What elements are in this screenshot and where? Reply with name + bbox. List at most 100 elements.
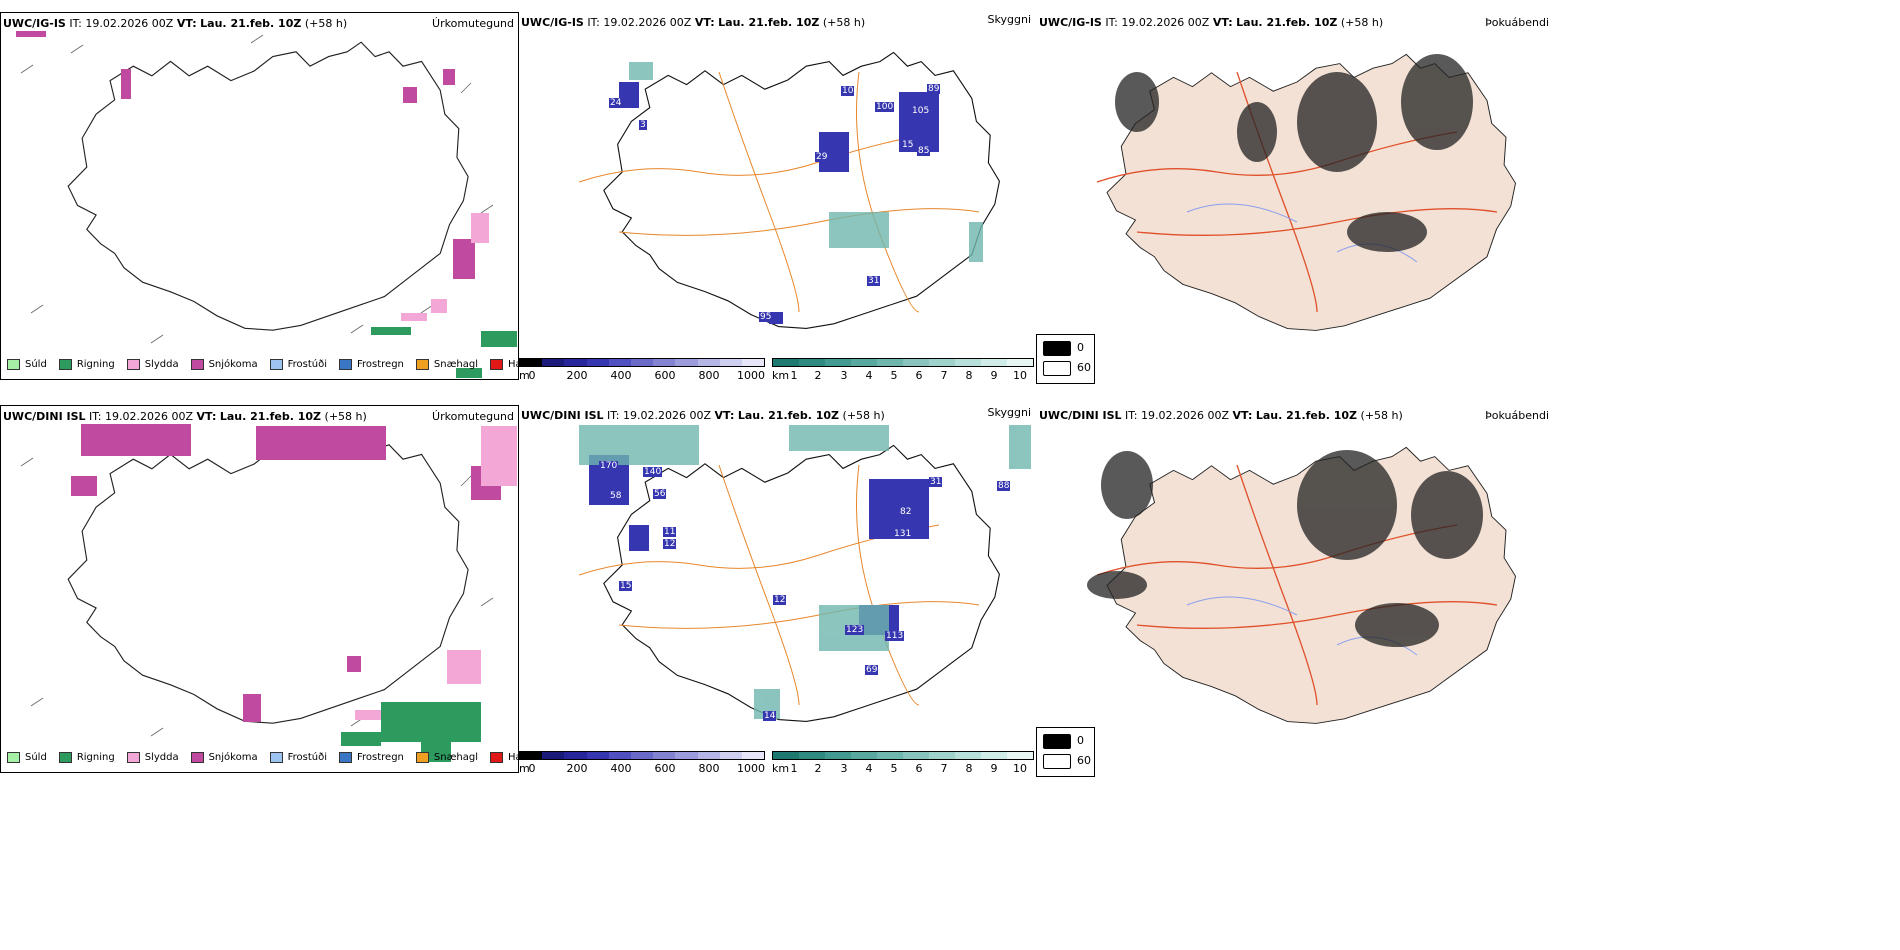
fog-key-swatch [1043, 341, 1071, 356]
legend-label: Snæhagl [433, 359, 479, 370]
station-value: 56 [653, 489, 667, 499]
cbar-tick: 200 [566, 762, 588, 775]
cbar-swatch [903, 359, 929, 366]
model-name: UWC/DINI ISL [521, 409, 604, 422]
legend-item: Frostúði [269, 359, 327, 370]
station-value: 3 [639, 120, 647, 130]
station-value: 88 [997, 481, 1011, 491]
legend-item: Snæhagl [415, 752, 479, 763]
fog-key-swatch [1043, 734, 1071, 749]
cbar-swatch [877, 752, 903, 759]
legend-label: Slydda [144, 359, 179, 370]
it-label: IT: [607, 409, 620, 422]
panel-header: UWC/DINI ISL IT: 19.02.2026 00Z VT: Lau.… [3, 410, 367, 423]
snow-patches [16, 31, 475, 279]
cbar-tick: 3 [840, 369, 848, 382]
panel-header: UWC/IG-IS IT: 19.02.2026 00Z VT: Lau. 21… [3, 17, 347, 30]
legend-swatch [269, 359, 283, 370]
vt-value: Lau. 21.feb. 10Z [1255, 409, 1358, 422]
legend-item: Frostúði [269, 752, 327, 763]
cbar-tick: 800 [698, 762, 720, 775]
vt-label: VT: [694, 16, 715, 29]
cbar-tick: 10 [1013, 369, 1027, 382]
cbar-tick: 1 [790, 369, 798, 382]
station-value: 95 [759, 312, 773, 322]
legend-swatch [339, 359, 352, 370]
fog-key-row1: 0 60 [1036, 334, 1095, 384]
wind-barbs [20, 457, 494, 737]
legend-swatch [190, 752, 204, 763]
it-value: 19.02.2026 00Z [603, 16, 692, 29]
model-name: UWC/IG-IS [521, 16, 584, 29]
cbar-swatch [630, 359, 654, 366]
legend-label: Frostregn [357, 359, 404, 370]
cloud-base-colorbar: m 0 200 400 600 800 1000 [519, 358, 765, 382]
legend-label: Frostúði [287, 359, 327, 370]
station-value: 131 [893, 529, 913, 539]
legend-label: Rigning [76, 359, 115, 370]
panel-header: UWC/DINI ISL IT: 19.02.2026 00Z VT: Lau.… [521, 409, 885, 422]
fog-key-label: 0 [1077, 734, 1084, 747]
model-name: UWC/IG-IS [3, 17, 66, 30]
cbar-swatch [799, 359, 825, 366]
cbar-swatch [653, 752, 676, 759]
panel-title-fog: Þokuábendi [1485, 16, 1549, 29]
station-value: 69 [865, 665, 879, 675]
lead-time: (+58 h) [1360, 409, 1403, 422]
precip-legend: Súld Rigning Slydda Snjókoma Frostúði Fr… [7, 752, 540, 763]
cbar-tick: 0 [528, 762, 536, 775]
cbar-tick: 8 [965, 762, 973, 775]
it-label: IT: [1125, 409, 1138, 422]
cbar-tick: 2 [814, 762, 822, 775]
legend-item: Rigning [58, 752, 115, 763]
it-label: IT: [1105, 16, 1118, 29]
cloud-base-ticks: m 0 200 400 600 800 1000 [519, 760, 765, 775]
cbar-tick: 400 [610, 762, 632, 775]
cbar-swatch [1007, 752, 1033, 759]
fog-dark-areas [1087, 450, 1483, 647]
cbar-swatch [929, 359, 955, 366]
panel-header: UWC/IG-IS IT: 19.02.2026 00Z VT: Lau. 21… [521, 16, 865, 29]
cbar-swatch [825, 752, 851, 759]
fog-key-label: 0 [1077, 341, 1084, 354]
cbar-swatch [608, 359, 631, 366]
legend-swatch [415, 359, 429, 370]
cbar-swatch [608, 752, 631, 759]
vt-value: Lau. 21.feb. 10Z [200, 17, 302, 30]
low-visibility-patches [629, 62, 983, 262]
cbar-swatch [675, 359, 698, 366]
cbar-swatch [520, 359, 543, 366]
vt-value: Lau. 21.feb. 10Z [1236, 16, 1338, 29]
station-value: 15 [901, 140, 915, 150]
cloud-base-colorbar: m 0 200 400 600 800 1000 [519, 751, 765, 775]
cbar-tick: 400 [610, 369, 632, 382]
snow-patches [71, 424, 501, 722]
cbar-unit: m [519, 762, 530, 775]
station-value: 12 [663, 539, 677, 549]
cbar-swatch [981, 359, 1007, 366]
cbar-swatch [799, 752, 825, 759]
cbar-unit: km [772, 369, 790, 382]
station-value: 10 [841, 86, 855, 96]
station-value: 82 [899, 507, 913, 517]
cbar-swatch [564, 359, 587, 366]
station-value: 14 [763, 711, 777, 721]
legend-label: Snæhagl [433, 752, 479, 763]
vt-value: Lau. 21.feb. 10Z [718, 16, 820, 29]
visibility-colorbar: km 1 2 3 4 5 6 7 8 9 10 [772, 358, 1034, 382]
cbar-tick: 10 [1013, 762, 1027, 775]
cbar-tick: 6 [915, 762, 923, 775]
cbar-tick: 0 [528, 369, 536, 382]
panel-title-fog: Þokuábendi [1485, 409, 1549, 422]
cloud-base-swatches [519, 358, 765, 367]
cbar-swatch [697, 359, 720, 366]
it-label: IT: [69, 17, 82, 30]
it-label: IT: [89, 410, 102, 423]
legend-swatch [490, 752, 504, 763]
panel-header: UWC/IG-IS IT: 19.02.2026 00Z VT: Lau. 21… [1039, 16, 1383, 29]
rain-patches [371, 327, 517, 378]
cbar-swatch [719, 359, 742, 366]
sleet-patches [401, 213, 489, 321]
station-value: 113 [885, 631, 905, 641]
station-value: 89 [927, 84, 941, 94]
